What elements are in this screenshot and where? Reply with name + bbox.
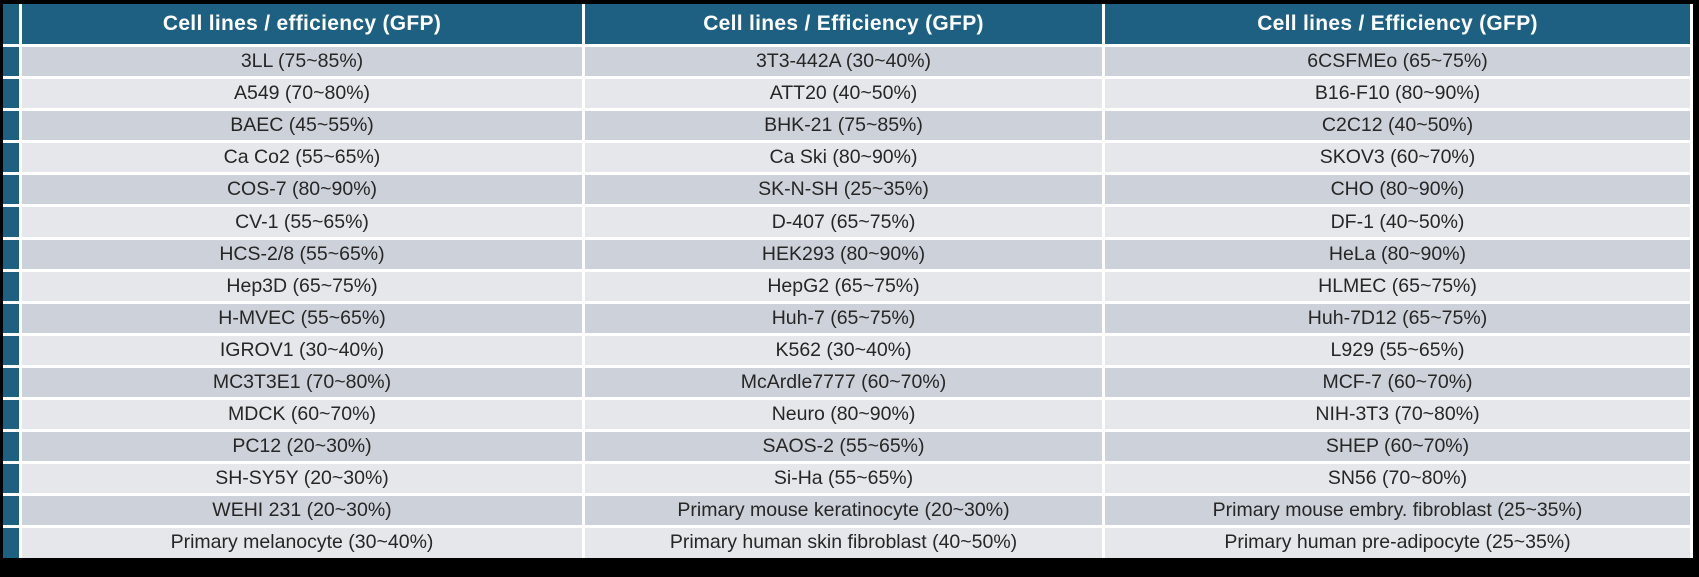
cell-line-cell: HeLa (80~90%) [1105,239,1690,269]
row-marker-header [3,4,19,44]
row-marker [3,175,19,205]
cell-line-cell: L929 (55~65%) [1105,335,1690,365]
cell-line-cell: C2C12 (40~50%) [1105,111,1690,141]
cell-line-cell: NIH-3T3 (70~80%) [1105,400,1690,430]
row-marker [3,47,19,77]
row-marker [3,79,19,109]
cell-line-cell: SH-SY5Y (20~30%) [22,464,582,494]
cell-line-cell: H-MVEC (55~65%) [22,303,582,333]
cell-line-cell: IGROV1 (30~40%) [22,335,582,365]
cell-line-cell: Ca Co2 (55~65%) [22,143,582,173]
cell-line-cell: Huh-7 (65~75%) [585,303,1102,333]
row-marker [3,367,19,398]
cell-line-cell: SHEP (60~70%) [1105,432,1690,462]
cell-line-cell: COS-7 (80~90%) [22,175,582,205]
row-marker [3,528,19,558]
cell-line-cell: HEK293 (80~90%) [585,239,1102,269]
cell-line-cell: MCF-7 (60~70%) [1105,367,1690,398]
cell-line-cell: SK-N-SH (25~35%) [585,175,1102,205]
row-marker [3,335,19,365]
cell-line-cell: PC12 (20~30%) [22,432,582,462]
cell-line-cell: MDCK (60~70%) [22,400,582,430]
cell-lines-efficiency-table: Cell lines / efficiency (GFP) Cell lines… [3,4,1693,558]
row-marker [3,207,19,237]
row-marker [3,239,19,269]
cell-line-cell: SAOS-2 (55~65%) [585,432,1102,462]
column-header-2: Cell lines / Efficiency (GFP) [585,4,1102,44]
cell-line-cell: CHO (80~90%) [1105,175,1690,205]
row-marker [3,464,19,494]
cell-line-cell: Huh-7D12 (65~75%) [1105,303,1690,333]
cell-line-cell: 3T3-442A (30~40%) [585,47,1102,77]
cell-line-cell: WEHI 231 (20~30%) [22,496,582,526]
cell-line-cell: B16-F10 (80~90%) [1105,79,1690,109]
row-marker [3,432,19,462]
cell-line-cell: Hep3D (65~75%) [22,271,582,301]
cell-line-cell: Ca Ski (80~90%) [585,143,1102,173]
row-marker [3,271,19,301]
cell-line-cell: MC3T3E1 (70~80%) [22,367,582,398]
cell-line-cell: SKOV3 (60~70%) [1105,143,1690,173]
cell-line-cell: Neuro (80~90%) [585,400,1102,430]
cell-line-cell: Primary human pre-adipocyte (25~35%) [1105,528,1690,558]
cell-line-cell: ATT20 (40~50%) [585,79,1102,109]
column-header-3: Cell lines / Efficiency (GFP) [1105,4,1690,44]
cell-line-cell: SN56 (70~80%) [1105,464,1690,494]
cell-line-cell: HepG2 (65~75%) [585,271,1102,301]
column-header-1: Cell lines / efficiency (GFP) [22,4,582,44]
cell-line-cell: 6CSFMEo (65~75%) [1105,47,1690,77]
row-marker [3,143,19,173]
cell-line-cell: A549 (70~80%) [22,79,582,109]
row-marker [3,400,19,430]
row-marker [3,111,19,141]
cell-line-cell: Primary melanocyte (30~40%) [22,528,582,558]
cell-line-cell: BHK-21 (75~85%) [585,111,1102,141]
cell-line-cell: Si-Ha (55~65%) [585,464,1102,494]
cell-line-cell: Primary mouse embry. fibroblast (25~35%) [1105,496,1690,526]
cell-line-cell: K562 (30~40%) [585,335,1102,365]
cell-line-cell: DF-1 (40~50%) [1105,207,1690,237]
cell-line-cell: D-407 (65~75%) [585,207,1102,237]
cell-line-cell: Primary mouse keratinocyte (20~30%) [585,496,1102,526]
cell-line-cell: HCS-2/8 (55~65%) [22,239,582,269]
cell-line-cell: 3LL (75~85%) [22,47,582,77]
cell-line-cell: Primary human skin fibroblast (40~50%) [585,528,1102,558]
row-marker [3,303,19,333]
cell-line-cell: HLMEC (65~75%) [1105,271,1690,301]
cell-line-cell: CV-1 (55~65%) [22,207,582,237]
cell-line-cell: BAEC (45~55%) [22,111,582,141]
cell-line-cell: McArdle7777 (60~70%) [585,367,1102,398]
row-marker [3,496,19,526]
